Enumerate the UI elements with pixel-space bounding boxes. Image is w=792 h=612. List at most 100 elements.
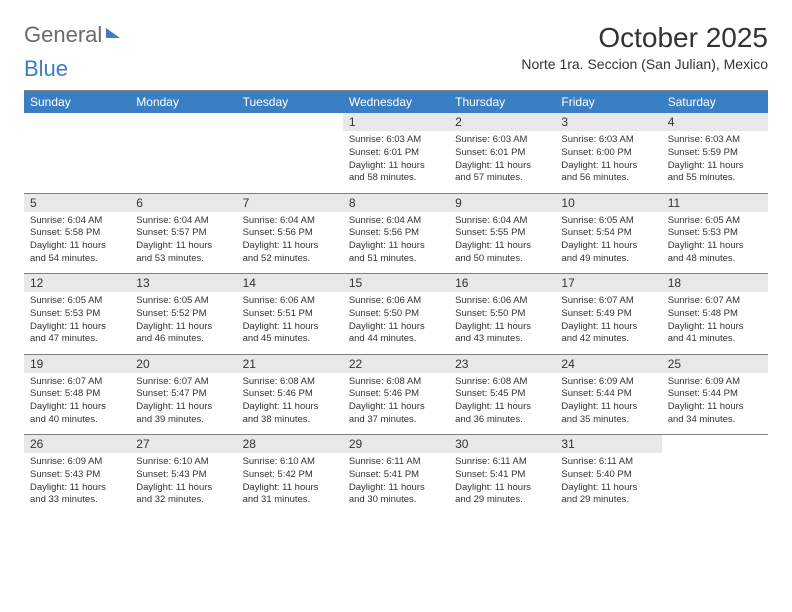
sunset-line: Sunset: 5:53 PM [668, 227, 762, 240]
daylight-line: Daylight: 11 hours and 36 minutes. [455, 401, 549, 427]
day-cell: Sunrise: 6:06 AMSunset: 5:50 PMDaylight:… [343, 292, 449, 352]
day-cell: Sunrise: 6:03 AMSunset: 6:01 PMDaylight:… [343, 131, 449, 191]
day-number: 1 [343, 113, 449, 131]
day-cell: Sunrise: 6:04 AMSunset: 5:56 PMDaylight:… [343, 212, 449, 272]
day-number: 5 [24, 194, 130, 212]
sunset-line: Sunset: 5:40 PM [561, 469, 655, 482]
day-number: 14 [237, 274, 343, 292]
day-cell: Sunrise: 6:08 AMSunset: 5:46 PMDaylight:… [237, 373, 343, 433]
day-cell: Sunrise: 6:05 AMSunset: 5:54 PMDaylight:… [555, 212, 661, 272]
daylight-line: Daylight: 11 hours and 54 minutes. [30, 240, 124, 266]
day-cell: Sunrise: 6:07 AMSunset: 5:48 PMDaylight:… [662, 292, 768, 352]
day-cell: Sunrise: 6:10 AMSunset: 5:42 PMDaylight:… [237, 453, 343, 513]
sunset-line: Sunset: 6:01 PM [455, 147, 549, 160]
day-cell: Sunrise: 6:04 AMSunset: 5:55 PMDaylight:… [449, 212, 555, 272]
sunset-line: Sunset: 5:48 PM [30, 388, 124, 401]
day-header: Tuesday [237, 91, 343, 113]
day-number: 12 [24, 274, 130, 292]
day-cell: Sunrise: 6:09 AMSunset: 5:44 PMDaylight:… [662, 373, 768, 433]
day-cell: Sunrise: 6:07 AMSunset: 5:49 PMDaylight:… [555, 292, 661, 352]
sunset-line: Sunset: 5:45 PM [455, 388, 549, 401]
day-number [237, 113, 343, 117]
sunset-line: Sunset: 6:00 PM [561, 147, 655, 160]
sunset-line: Sunset: 5:43 PM [30, 469, 124, 482]
day-header: Monday [130, 91, 236, 113]
page-title: October 2025 [521, 22, 768, 54]
sunset-line: Sunset: 5:46 PM [349, 388, 443, 401]
day-header: Wednesday [343, 91, 449, 113]
logo-icon [106, 28, 120, 38]
sunrise-line: Sunrise: 6:03 AM [668, 134, 762, 147]
sunrise-line: Sunrise: 6:03 AM [455, 134, 549, 147]
daylight-line: Daylight: 11 hours and 35 minutes. [561, 401, 655, 427]
week-daynum-row: 19202122232425 [24, 354, 768, 373]
daylight-line: Daylight: 11 hours and 42 minutes. [561, 321, 655, 347]
daylight-line: Daylight: 11 hours and 57 minutes. [455, 160, 549, 186]
day-cell: Sunrise: 6:09 AMSunset: 5:43 PMDaylight:… [24, 453, 130, 513]
daylight-line: Daylight: 11 hours and 50 minutes. [455, 240, 549, 266]
sunset-line: Sunset: 5:50 PM [349, 308, 443, 321]
sunrise-line: Sunrise: 6:07 AM [561, 295, 655, 308]
sunrise-line: Sunrise: 6:04 AM [455, 215, 549, 228]
day-cell: Sunrise: 6:05 AMSunset: 5:52 PMDaylight:… [130, 292, 236, 352]
day-cell: Sunrise: 6:09 AMSunset: 5:44 PMDaylight:… [555, 373, 661, 433]
day-cell: Sunrise: 6:05 AMSunset: 5:53 PMDaylight:… [24, 292, 130, 352]
day-number: 13 [130, 274, 236, 292]
day-header: Thursday [449, 91, 555, 113]
day-number: 28 [237, 435, 343, 453]
sunset-line: Sunset: 5:44 PM [668, 388, 762, 401]
sunset-line: Sunset: 5:46 PM [243, 388, 337, 401]
sunset-line: Sunset: 5:57 PM [136, 227, 230, 240]
day-number: 31 [555, 435, 661, 453]
sunrise-line: Sunrise: 6:04 AM [349, 215, 443, 228]
sunrise-line: Sunrise: 6:05 AM [561, 215, 655, 228]
sunrise-line: Sunrise: 6:06 AM [243, 295, 337, 308]
day-number [24, 113, 130, 117]
day-cell: Sunrise: 6:03 AMSunset: 5:59 PMDaylight:… [662, 131, 768, 191]
day-cell: Sunrise: 6:05 AMSunset: 5:53 PMDaylight:… [662, 212, 768, 272]
sunrise-line: Sunrise: 6:04 AM [136, 215, 230, 228]
sunrise-line: Sunrise: 6:08 AM [349, 376, 443, 389]
day-cell: Sunrise: 6:07 AMSunset: 5:47 PMDaylight:… [130, 373, 236, 433]
daylight-line: Daylight: 11 hours and 45 minutes. [243, 321, 337, 347]
daylight-line: Daylight: 11 hours and 58 minutes. [349, 160, 443, 186]
day-number: 20 [130, 355, 236, 373]
daylight-line: Daylight: 11 hours and 55 minutes. [668, 160, 762, 186]
week-daynum-row: 1234 [24, 113, 768, 131]
week-daynum-row: 262728293031 [24, 435, 768, 454]
daylight-line: Daylight: 11 hours and 29 minutes. [455, 482, 549, 508]
day-header-row: SundayMondayTuesdayWednesdayThursdayFrid… [24, 91, 768, 113]
day-cell: Sunrise: 6:04 AMSunset: 5:56 PMDaylight:… [237, 212, 343, 272]
week-content-row: Sunrise: 6:03 AMSunset: 6:01 PMDaylight:… [24, 131, 768, 193]
day-number: 26 [24, 435, 130, 453]
sunrise-line: Sunrise: 6:05 AM [30, 295, 124, 308]
daylight-line: Daylight: 11 hours and 29 minutes. [561, 482, 655, 508]
sunrise-line: Sunrise: 6:05 AM [136, 295, 230, 308]
daylight-line: Daylight: 11 hours and 44 minutes. [349, 321, 443, 347]
daylight-line: Daylight: 11 hours and 47 minutes. [30, 321, 124, 347]
sunset-line: Sunset: 5:43 PM [136, 469, 230, 482]
sunset-line: Sunset: 5:56 PM [349, 227, 443, 240]
daylight-line: Daylight: 11 hours and 39 minutes. [136, 401, 230, 427]
sunset-line: Sunset: 5:49 PM [561, 308, 655, 321]
day-header: Sunday [24, 91, 130, 113]
day-cell: Sunrise: 6:04 AMSunset: 5:57 PMDaylight:… [130, 212, 236, 272]
daylight-line: Daylight: 11 hours and 33 minutes. [30, 482, 124, 508]
sunset-line: Sunset: 5:54 PM [561, 227, 655, 240]
sunrise-line: Sunrise: 6:03 AM [561, 134, 655, 147]
sunset-line: Sunset: 6:01 PM [349, 147, 443, 160]
week-content-row: Sunrise: 6:09 AMSunset: 5:43 PMDaylight:… [24, 453, 768, 515]
sunrise-line: Sunrise: 6:06 AM [455, 295, 549, 308]
day-cell: Sunrise: 6:11 AMSunset: 5:40 PMDaylight:… [555, 453, 661, 513]
sunrise-line: Sunrise: 6:11 AM [455, 456, 549, 469]
day-cell: Sunrise: 6:10 AMSunset: 5:43 PMDaylight:… [130, 453, 236, 513]
day-header: Friday [555, 91, 661, 113]
daylight-line: Daylight: 11 hours and 52 minutes. [243, 240, 337, 266]
day-cell: Sunrise: 6:03 AMSunset: 6:00 PMDaylight:… [555, 131, 661, 191]
sunset-line: Sunset: 5:42 PM [243, 469, 337, 482]
day-cell: Sunrise: 6:11 AMSunset: 5:41 PMDaylight:… [449, 453, 555, 513]
sunrise-line: Sunrise: 6:03 AM [349, 134, 443, 147]
sunrise-line: Sunrise: 6:07 AM [136, 376, 230, 389]
day-number: 6 [130, 194, 236, 212]
day-cell: Sunrise: 6:06 AMSunset: 5:50 PMDaylight:… [449, 292, 555, 352]
